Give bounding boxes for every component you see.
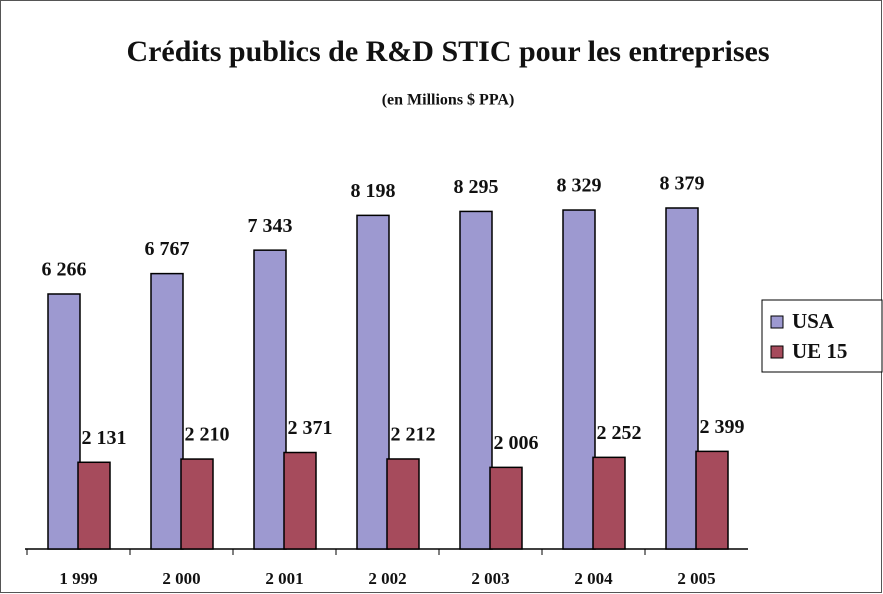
chart-subtitle: (en Millions $ PPA) <box>382 92 515 109</box>
value-label: 8 379 <box>660 173 705 195</box>
value-label: 8 198 <box>351 180 396 202</box>
legend-swatch <box>770 315 784 329</box>
value-label: 2 210 <box>185 424 230 446</box>
value-label: 2 212 <box>391 424 436 446</box>
bar <box>150 272 184 550</box>
bar <box>562 209 596 550</box>
legend-swatch <box>770 345 784 359</box>
x-tick-label: 2 001 <box>265 569 303 588</box>
value-label: 8 329 <box>557 175 602 197</box>
bar <box>489 466 523 550</box>
chart-title: Crédits publics de R&D STIC pour les ent… <box>126 35 769 68</box>
x-tick-label: 2 005 <box>677 569 715 588</box>
x-tick-label: 1 999 <box>59 569 97 588</box>
bar <box>592 456 626 550</box>
value-label: 8 295 <box>454 176 499 198</box>
legend-label: USA <box>792 309 835 333</box>
bar <box>47 293 81 550</box>
x-tick-label: 2 003 <box>471 569 509 588</box>
value-label: 2 371 <box>288 417 333 439</box>
x-tick-label: 2 000 <box>162 569 200 588</box>
value-label: 2 131 <box>82 427 127 449</box>
value-label: 2 252 <box>597 422 642 444</box>
x-tick-label: 2 002 <box>368 569 406 588</box>
value-label: 2 399 <box>700 416 745 438</box>
legend-label: UE 15 <box>792 339 847 363</box>
value-label: 6 266 <box>42 259 87 281</box>
value-label: 6 767 <box>145 238 190 260</box>
bar <box>459 210 493 550</box>
bar <box>695 450 729 550</box>
value-label: 7 343 <box>248 215 293 237</box>
bar <box>356 214 390 550</box>
bar <box>253 249 287 550</box>
bar <box>386 458 420 550</box>
bar <box>77 461 111 550</box>
bar <box>665 207 699 550</box>
bar <box>283 451 317 550</box>
x-tick-label: 2 004 <box>574 569 613 588</box>
value-label: 2 006 <box>494 432 539 454</box>
legend-box <box>761 299 883 373</box>
bar <box>180 458 214 550</box>
